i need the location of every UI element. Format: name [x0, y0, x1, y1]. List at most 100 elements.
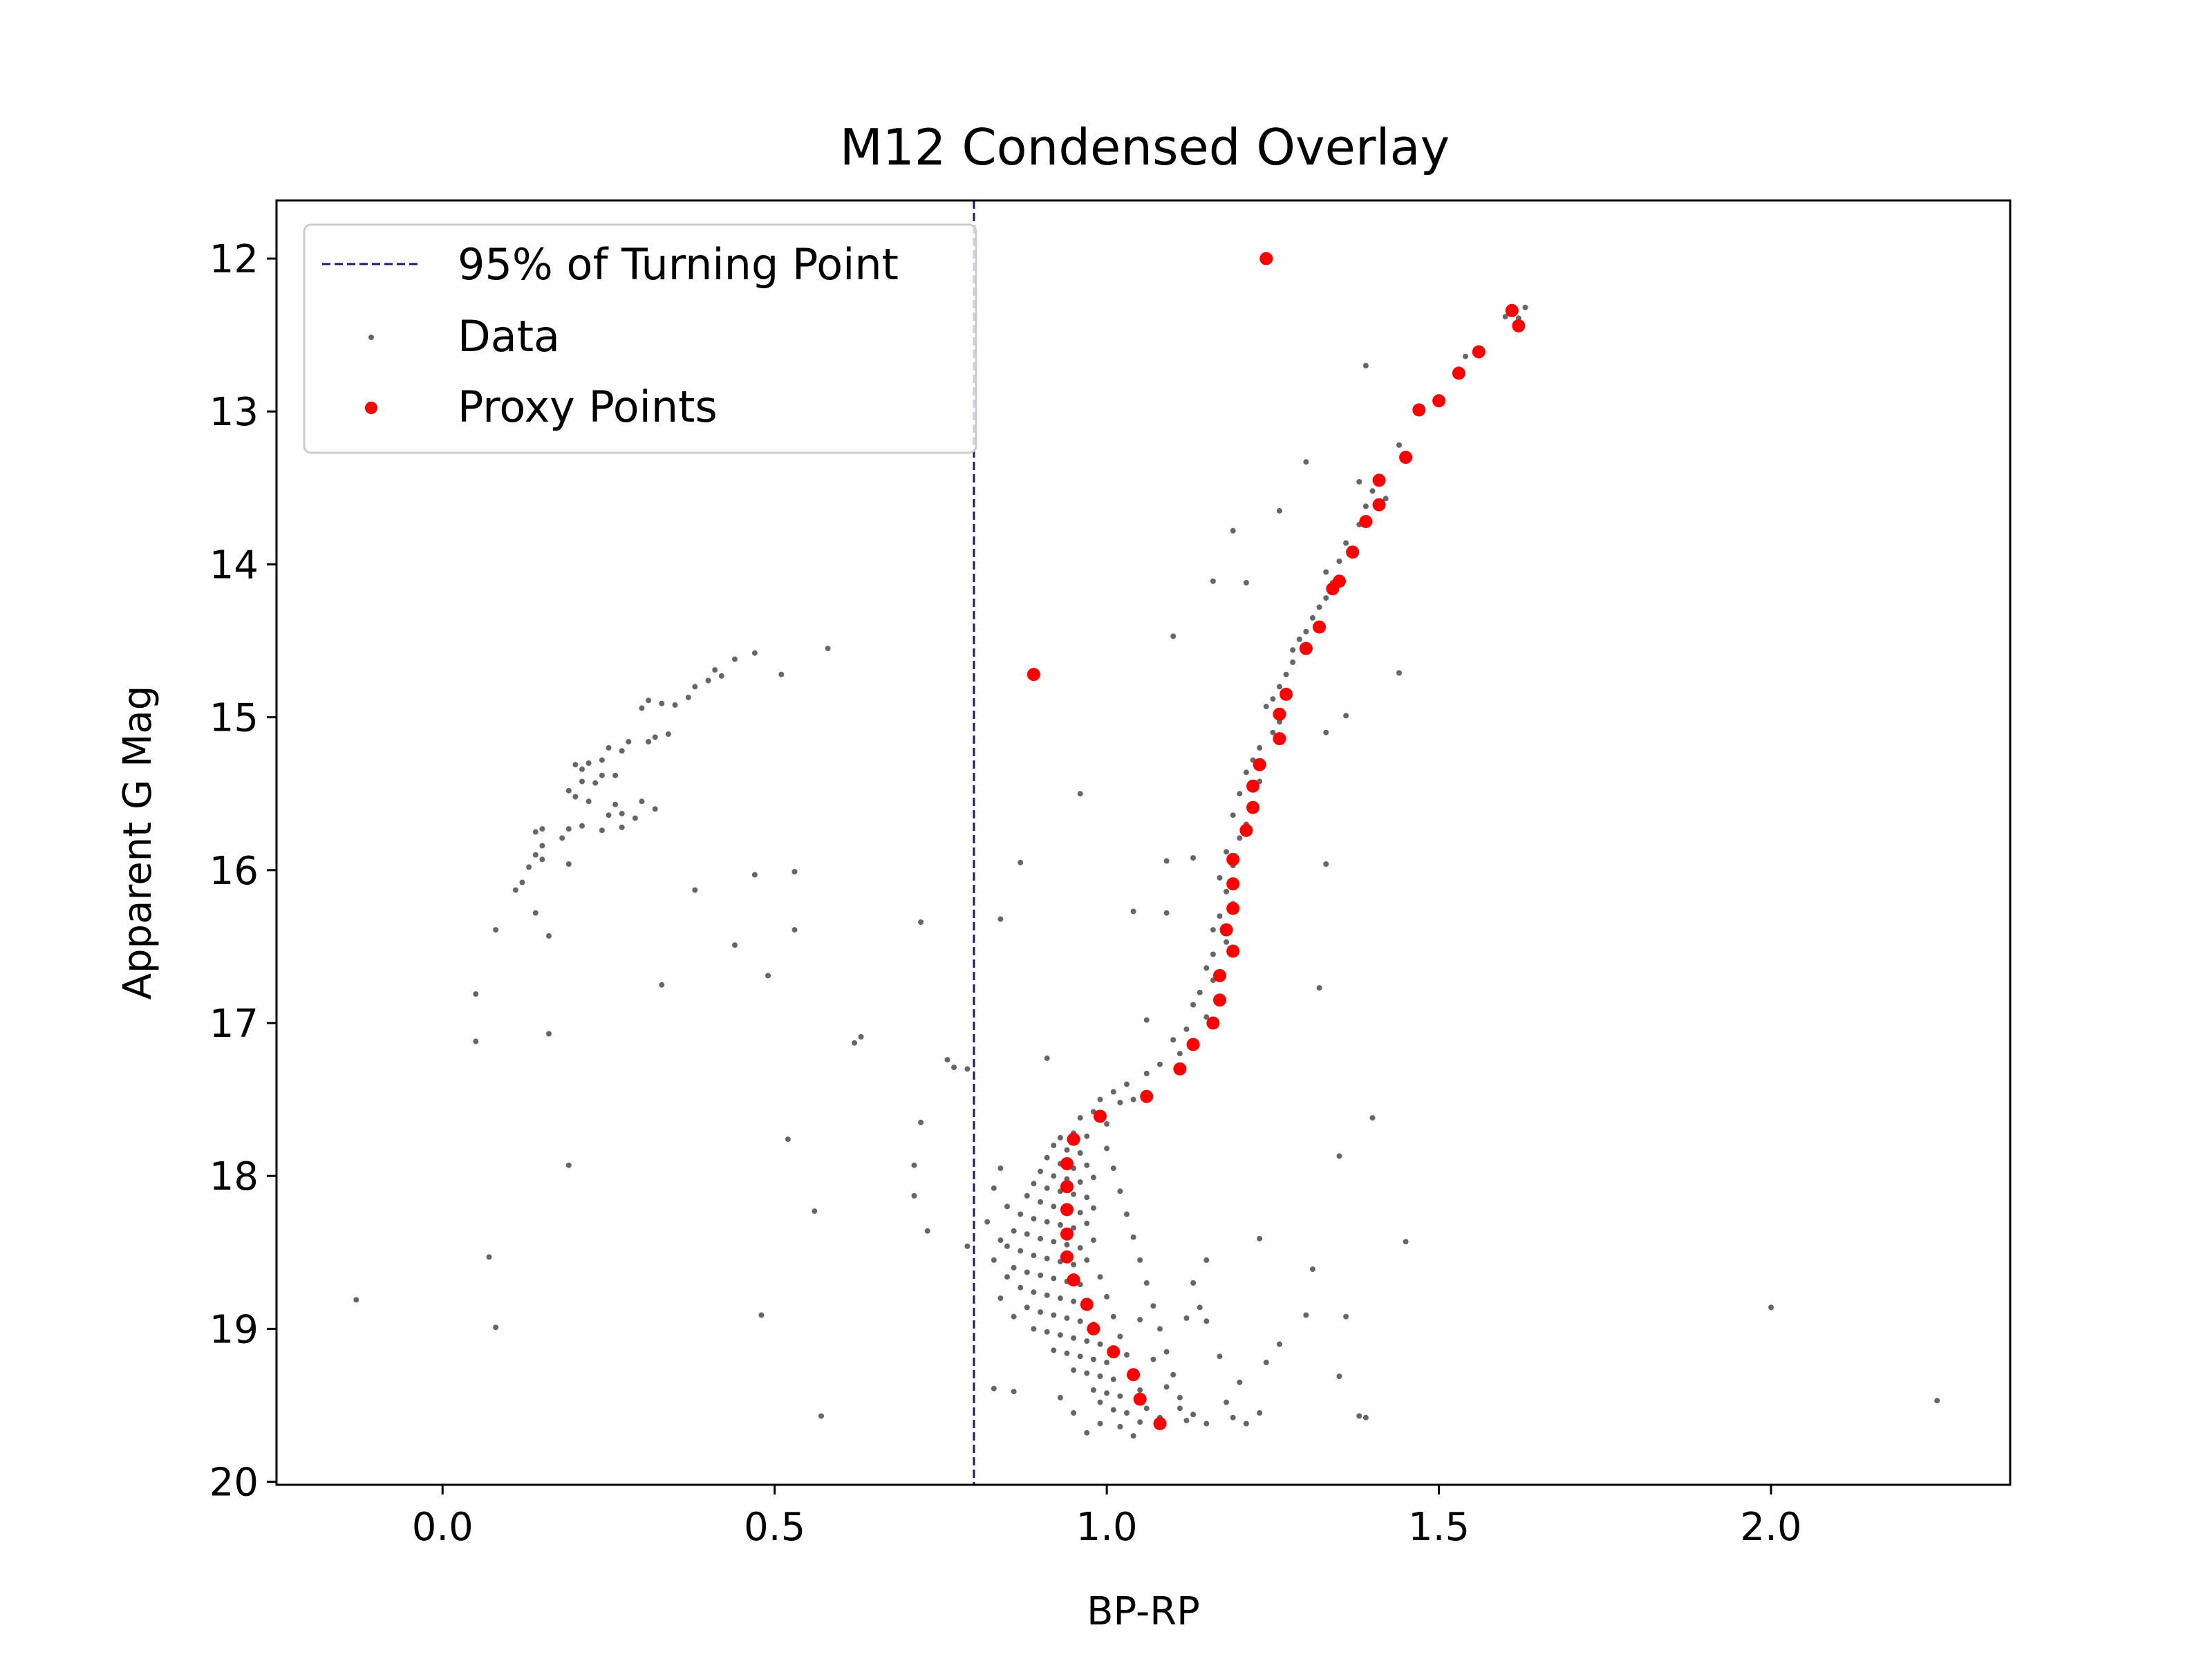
data-point	[1522, 304, 1528, 310]
data-point	[1077, 1210, 1083, 1216]
legend-label-proxy: Proxy Points	[458, 382, 718, 432]
data-point	[911, 1162, 917, 1168]
data-point	[1277, 508, 1282, 514]
data-point	[1230, 1414, 1236, 1421]
data-point	[1323, 861, 1329, 867]
proxy-point	[1027, 668, 1040, 682]
data-point	[1090, 1205, 1096, 1211]
data-point	[1110, 1313, 1116, 1320]
data-point	[964, 1243, 971, 1249]
proxy-point	[1372, 498, 1386, 512]
y-tick-label: 14	[209, 543, 259, 588]
x-axis: 0.0 0.5 1.0 1.5 2.0	[412, 1485, 1802, 1550]
data-point	[1356, 1413, 1362, 1419]
data-point	[1177, 1394, 1183, 1400]
data-point	[1163, 858, 1170, 864]
data-point	[825, 646, 831, 652]
data-point	[1257, 1410, 1263, 1416]
proxy-point	[1067, 1273, 1080, 1287]
data-point	[1143, 1071, 1150, 1076]
data-point	[1217, 1353, 1223, 1360]
data-point	[1117, 1100, 1123, 1105]
legend-data-marker	[368, 335, 374, 340]
data-point	[1343, 540, 1349, 546]
data-point	[1316, 604, 1322, 610]
data-point	[1263, 704, 1269, 710]
data-point	[991, 1385, 997, 1391]
data-point	[685, 694, 691, 700]
data-point	[785, 1136, 791, 1143]
data-point	[1077, 791, 1083, 797]
data-point	[1130, 1433, 1136, 1439]
proxy-point	[1060, 1157, 1074, 1170]
data-point	[1117, 1188, 1123, 1194]
data-point	[1057, 1332, 1063, 1338]
proxy-point	[1299, 641, 1313, 655]
data-point	[1183, 1315, 1190, 1321]
proxy-point	[1246, 779, 1260, 793]
data-point	[546, 932, 552, 939]
proxy-point	[1206, 1016, 1220, 1030]
data-point	[1051, 1275, 1057, 1282]
data-point	[1044, 1185, 1050, 1191]
data-point	[632, 815, 638, 821]
data-point	[1163, 910, 1170, 916]
data-point	[1157, 1326, 1163, 1332]
data-point	[1336, 559, 1342, 564]
data-point	[1396, 670, 1402, 676]
data-point	[1090, 1174, 1096, 1181]
data-point	[1323, 569, 1329, 575]
data-point	[1130, 1096, 1136, 1103]
data-point	[619, 811, 625, 816]
data-point	[1071, 1225, 1077, 1231]
proxy-point	[1213, 968, 1226, 982]
data-point	[1296, 636, 1302, 642]
data-point	[1210, 951, 1216, 957]
proxy-point	[1399, 451, 1413, 465]
data-point	[1124, 1081, 1130, 1087]
data-point	[1463, 353, 1468, 359]
legend-box	[303, 223, 977, 454]
data-point	[532, 829, 538, 835]
data-point	[1197, 989, 1203, 995]
data-point	[718, 673, 724, 679]
data-point	[1150, 1356, 1156, 1362]
data-point	[606, 744, 612, 751]
data-point	[1077, 1115, 1083, 1121]
data-point	[639, 798, 645, 805]
data-point	[984, 1219, 991, 1225]
data-point	[1369, 1115, 1376, 1121]
data-point	[1316, 985, 1322, 991]
data-point	[1097, 1399, 1103, 1405]
data-point	[1044, 1292, 1050, 1298]
data-point	[665, 731, 671, 737]
data-point	[924, 1228, 930, 1234]
data-point	[1011, 1264, 1017, 1271]
data-point	[1077, 1318, 1083, 1324]
proxy-point	[1412, 403, 1426, 417]
data-point	[1071, 1410, 1077, 1416]
data-point	[1004, 1243, 1010, 1249]
proxy-point	[1372, 474, 1386, 487]
data-point	[565, 787, 572, 794]
data-point	[539, 843, 545, 849]
data-point	[565, 826, 572, 832]
data-point	[579, 823, 585, 829]
data-point	[1768, 1304, 1774, 1311]
proxy-point	[1153, 1417, 1167, 1430]
data-point	[1031, 1289, 1037, 1295]
data-point	[1502, 314, 1508, 320]
proxy-point	[1094, 1109, 1107, 1123]
proxy-point	[1273, 707, 1286, 721]
data-point	[1011, 1389, 1017, 1395]
data-point	[1057, 1222, 1063, 1228]
data-point	[791, 927, 798, 933]
data-point	[778, 671, 785, 677]
data-point	[732, 656, 738, 662]
y-tick-label: 12	[209, 237, 259, 282]
data-point	[1303, 1312, 1309, 1318]
data-point	[1190, 1412, 1197, 1418]
data-point	[1038, 1273, 1044, 1278]
data-point	[1071, 1191, 1077, 1197]
data-point	[1277, 1341, 1282, 1347]
